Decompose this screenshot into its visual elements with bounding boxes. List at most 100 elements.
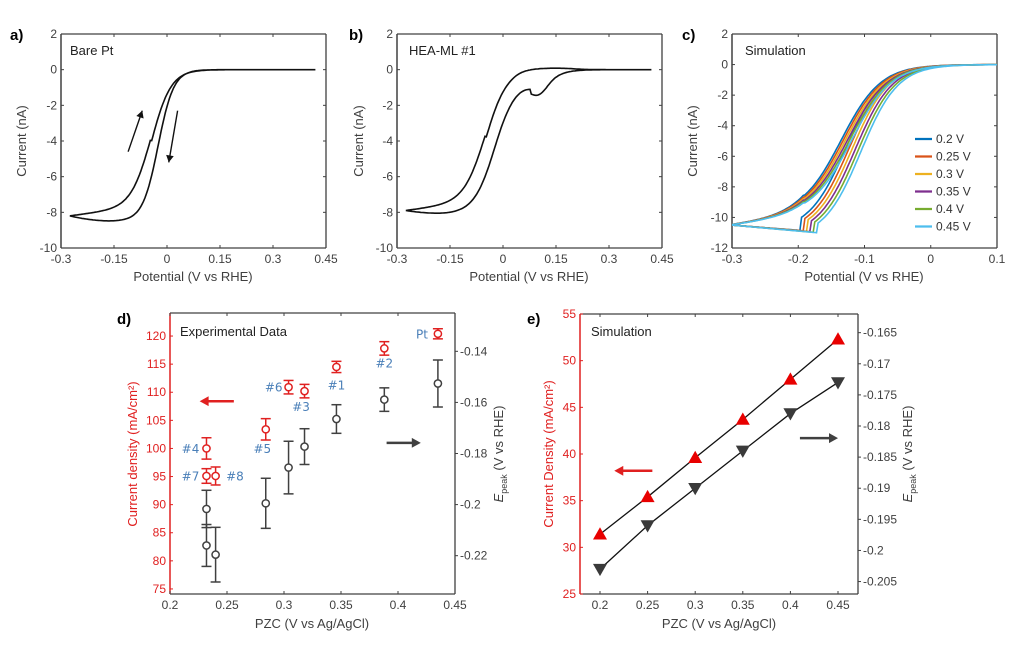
legend-label: 0.45 V bbox=[936, 220, 971, 234]
marker-circle bbox=[300, 386, 309, 396]
panel-d-title: Experimental Data bbox=[180, 324, 288, 339]
y-tick-label-right: -0.185 bbox=[863, 450, 897, 464]
marker-triangle-down bbox=[735, 445, 750, 458]
y-tick-label: -10 bbox=[40, 241, 58, 255]
y-tick-label: 0 bbox=[386, 63, 393, 77]
legend-label: 0.35 V bbox=[936, 185, 971, 199]
y-tick-label: 45 bbox=[563, 400, 577, 414]
sweep-arrow-down bbox=[168, 110, 179, 163]
panel-e-ylabel-right-sub: peak bbox=[908, 474, 918, 494]
legend: 0.2 V 0.25 V 0.3 V 0.35 V 0.4 V 0.45 V bbox=[915, 132, 971, 234]
panel-d-experimental: d) Experimental Data PZC (V vs Ag/AgCl) … bbox=[117, 311, 509, 631]
y-tick-label-right: -0.205 bbox=[863, 575, 897, 589]
sample-label-4: #4 bbox=[182, 442, 200, 456]
panel-b-ylabel: Current (nA) bbox=[351, 105, 366, 177]
panel-c-xlabel: Potential (V vs RHE) bbox=[804, 269, 923, 284]
panel-d-ylabel-right-rest: (V vs RHE) bbox=[491, 406, 506, 475]
data-point-current-Pt bbox=[432, 327, 443, 340]
marker-circle bbox=[300, 442, 309, 451]
cv-curve-0-45-V bbox=[731, 63, 997, 234]
y-tick-label: 115 bbox=[147, 357, 166, 371]
sweep-arrowhead-down bbox=[166, 154, 174, 163]
marker-triangle-up bbox=[688, 450, 703, 463]
y-tick-label: 30 bbox=[563, 540, 577, 554]
y-tick-label: 2 bbox=[721, 27, 728, 41]
x-tick-label: 0.15 bbox=[544, 252, 568, 266]
marker-circle bbox=[284, 382, 293, 392]
panel-a-title: Bare Pt bbox=[70, 43, 114, 58]
x-tick-label: 0.2 bbox=[592, 598, 609, 612]
x-tick-label: 0.45 bbox=[650, 252, 674, 266]
marker-triangle-up bbox=[783, 372, 798, 385]
y-tick-label: -10 bbox=[376, 241, 394, 255]
marker-circle bbox=[332, 414, 341, 424]
y-tick-label-right: -0.18 bbox=[863, 419, 891, 433]
marker-triangle-down bbox=[688, 482, 703, 496]
panel-e-ylabel-right: Epeak (V vs RHE) bbox=[900, 406, 918, 503]
data-point-current-sample-7 bbox=[201, 467, 212, 485]
y-tick-label: -6 bbox=[717, 149, 728, 163]
x-tick-label: 0.1 bbox=[989, 252, 1006, 266]
y-tick-label-right: -0.14 bbox=[460, 344, 488, 358]
y-tick-label: 0 bbox=[721, 58, 728, 72]
y-tick-label: 25 bbox=[563, 587, 577, 601]
x-tick-label: 0.25 bbox=[215, 598, 239, 612]
x-tick-label: -0.3 bbox=[722, 252, 743, 266]
axis-arrowhead-right bbox=[829, 433, 839, 444]
marker-circle bbox=[379, 344, 389, 353]
x-tick-label: 0.35 bbox=[329, 598, 353, 612]
data-point-epeak-Pt bbox=[432, 359, 443, 408]
data-point-epeak-sample-1 bbox=[331, 403, 342, 435]
y-tick-label-right: -0.175 bbox=[863, 388, 897, 402]
x-tick-label: 0 bbox=[164, 252, 171, 266]
y-tick-label-right: -0.2 bbox=[460, 498, 481, 512]
panel-letter-d: d) bbox=[117, 311, 131, 328]
panel-a-xlabel: Potential (V vs RHE) bbox=[133, 269, 252, 284]
y-tick-label: 95 bbox=[153, 470, 167, 484]
panel-e-ylabel-right-main: E bbox=[900, 493, 915, 502]
y-tick-label: 85 bbox=[153, 526, 167, 540]
y-tick-label-right: -0.165 bbox=[863, 326, 897, 340]
marker-circle bbox=[261, 424, 271, 434]
trend-line-current bbox=[599, 338, 839, 535]
panel-d-ylabel-left: Current density (mA/cm²) bbox=[125, 381, 140, 526]
legend-label: 0.2 V bbox=[936, 132, 964, 146]
trend-line-epeak bbox=[599, 381, 839, 570]
y-tick-label: 100 bbox=[146, 441, 166, 455]
marker-triangle-down bbox=[783, 408, 798, 421]
marker-circle bbox=[261, 498, 271, 508]
y-tick-label-right: -0.18 bbox=[460, 447, 488, 461]
marker-circle bbox=[211, 550, 220, 560]
sample-label-7: #7 bbox=[182, 469, 200, 483]
legend-label: 0.25 V bbox=[936, 150, 971, 164]
y-tick-label: 110 bbox=[147, 385, 166, 399]
y-tick-label: -4 bbox=[382, 134, 393, 148]
marker-triangle-down bbox=[831, 377, 846, 390]
marker-circle bbox=[332, 362, 341, 372]
marker-triangle-up bbox=[640, 489, 655, 503]
cv-curve-0-2-V bbox=[731, 63, 997, 232]
x-tick-label: 0.3 bbox=[601, 252, 618, 266]
marker-circle bbox=[284, 463, 293, 472]
y-tick-label: 0 bbox=[50, 63, 57, 77]
y-tick-label: -6 bbox=[46, 170, 57, 184]
cv-curve-0-4-V bbox=[731, 63, 997, 234]
y-tick-label: -12 bbox=[711, 241, 729, 255]
panel-e-title: Simulation bbox=[591, 324, 652, 339]
y-tick-label: 2 bbox=[386, 27, 393, 41]
marker-circle bbox=[433, 329, 443, 339]
data-point-current-sample-6 bbox=[283, 379, 294, 395]
x-tick-label: 0.45 bbox=[443, 598, 467, 612]
panel-c-ylabel: Current (nA) bbox=[685, 105, 700, 177]
y-tick-label-right: -0.22 bbox=[460, 549, 488, 563]
y-tick-label: -8 bbox=[382, 205, 393, 219]
x-tick-label: -0.2 bbox=[788, 252, 809, 266]
y-tick-label-right: -0.19 bbox=[863, 481, 891, 495]
y-tick-label: 40 bbox=[563, 447, 577, 461]
y-tick-label-right: -0.195 bbox=[863, 512, 897, 526]
x-tick-label: -0.3 bbox=[387, 252, 408, 266]
x-tick-label: -0.1 bbox=[854, 252, 875, 266]
sweep-arrowhead-up bbox=[136, 110, 144, 119]
y-tick-label: 75 bbox=[153, 582, 167, 596]
